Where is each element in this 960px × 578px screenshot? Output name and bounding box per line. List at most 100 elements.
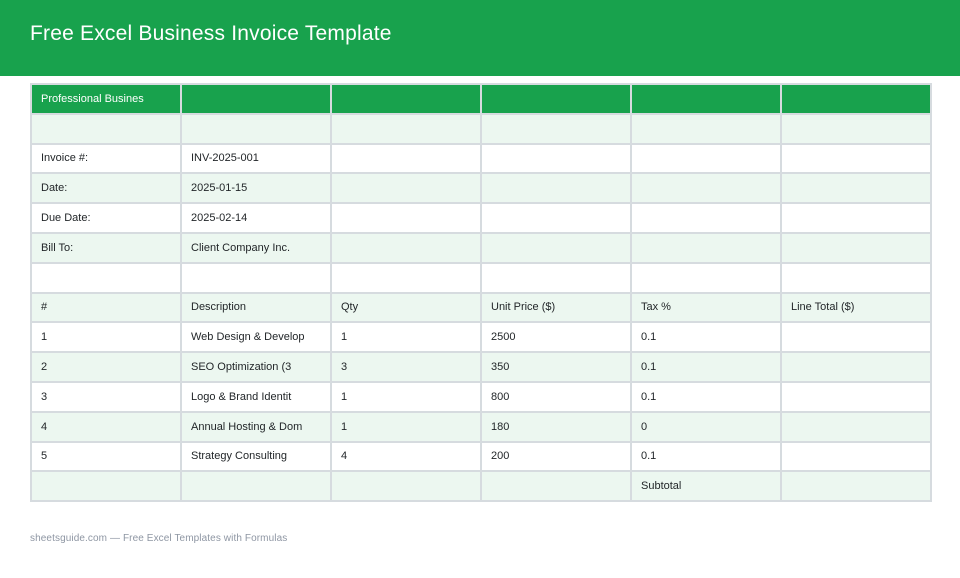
item-row: 5 Strategy Consulting 4 200 0.1	[30, 440, 932, 473]
item-row: 2 SEO Optimization (3 3 350 0.1	[30, 351, 932, 383]
table-cell: Invoice #:	[30, 142, 182, 175]
table-cell	[480, 112, 632, 145]
table-cell: 1	[330, 380, 482, 413]
table-cell	[780, 380, 932, 413]
table-cell: 1	[330, 410, 482, 443]
table-cell: 3	[330, 351, 482, 383]
table-cell: 350	[480, 351, 632, 383]
table-cell: Description	[180, 291, 332, 324]
table-cell: Logo & Brand Identit	[180, 380, 332, 413]
table-cell	[330, 142, 482, 175]
table-cell: INV-2025-001	[180, 142, 332, 175]
table-cell: Strategy Consulting	[180, 440, 332, 473]
due-date-row: Due Date: 2025-02-14	[30, 202, 932, 234]
table-cell: Professional Busines	[30, 83, 182, 115]
item-row: 4 Annual Hosting & Dom 1 180 0	[30, 410, 932, 443]
table-cell: 0	[630, 410, 782, 443]
table-cell	[480, 202, 632, 234]
table-cell: Subtotal	[630, 470, 782, 503]
table-cell: 2025-02-14	[180, 202, 332, 234]
page-title: Free Excel Business Invoice Template	[30, 22, 392, 45]
table-cell: Due Date:	[30, 202, 182, 234]
column-header-row: # Description Qty Unit Price ($) Tax % Line T…	[30, 291, 932, 324]
invoice-sheet: Professional Busines Invoice #: INV-2025-0…	[30, 83, 960, 503]
table-cell: Web Design & Develop	[180, 321, 332, 354]
table-cell	[330, 261, 482, 294]
table-cell	[180, 470, 332, 503]
table-cell	[480, 83, 632, 115]
table-cell: Bill To:	[30, 231, 182, 264]
table-cell	[630, 202, 782, 234]
table-cell: 200	[480, 440, 632, 473]
table-cell: Client Company Inc.	[180, 231, 332, 264]
table-cell: Unit Price ($)	[480, 291, 632, 324]
table-cell	[780, 172, 932, 205]
table-cell	[780, 142, 932, 175]
table-cell: 180	[480, 410, 632, 443]
table-cell	[30, 470, 182, 503]
table-cell	[630, 83, 782, 115]
table-cell: Annual Hosting & Dom	[180, 410, 332, 443]
table-cell: 3	[30, 380, 182, 413]
table-cell: SEO Optimization (3	[180, 351, 332, 383]
table-cell: 0.1	[630, 321, 782, 354]
table-cell	[780, 231, 932, 264]
table-cell	[180, 112, 332, 145]
table-cell	[480, 172, 632, 205]
table-cell: 4	[330, 440, 482, 473]
item-row: 3 Logo & Brand Identit 1 800 0.1	[30, 380, 932, 413]
spacer-row	[30, 261, 932, 294]
table-cell	[30, 112, 182, 145]
table-cell: 4	[30, 410, 182, 443]
table-cell	[330, 83, 482, 115]
invoice-table: Professional Busines Invoice #: INV-2025-0…	[30, 83, 932, 503]
table-cell	[780, 112, 932, 145]
table-cell: Tax %	[630, 291, 782, 324]
table-cell	[180, 83, 332, 115]
table-cell	[330, 470, 482, 503]
table-cell	[330, 231, 482, 264]
table-cell	[480, 470, 632, 503]
table-cell: 0.1	[630, 351, 782, 383]
table-cell: 1	[330, 321, 482, 354]
table-cell	[30, 261, 182, 294]
sheet-title-row: Professional Busines	[30, 83, 932, 115]
table-cell: 2025-01-15	[180, 172, 332, 205]
table-cell: 800	[480, 380, 632, 413]
table-cell: 0.1	[630, 440, 782, 473]
date-row: Date: 2025-01-15	[30, 172, 932, 205]
subtotal-row: Subtotal	[30, 470, 932, 503]
table-cell	[330, 172, 482, 205]
table-cell	[780, 83, 932, 115]
table-cell: Date:	[30, 172, 182, 205]
table-cell	[780, 470, 932, 503]
table-cell	[330, 202, 482, 234]
table-cell	[780, 351, 932, 383]
spacer-row	[30, 112, 932, 145]
table-cell	[480, 231, 632, 264]
table-cell	[480, 261, 632, 294]
table-cell: 2	[30, 351, 182, 383]
item-row: 1 Web Design & Develop 1 2500 0.1	[30, 321, 932, 354]
table-cell: 5	[30, 440, 182, 473]
table-cell	[330, 112, 482, 145]
table-cell	[480, 142, 632, 175]
table-cell	[780, 440, 932, 473]
table-cell: Qty	[330, 291, 482, 324]
table-cell	[780, 321, 932, 354]
invoice-number-row: Invoice #: INV-2025-001	[30, 142, 932, 175]
table-cell: Line Total ($)	[780, 291, 932, 324]
bill-to-row: Bill To: Client Company Inc.	[30, 231, 932, 264]
table-cell	[780, 410, 932, 443]
table-cell	[630, 172, 782, 205]
table-cell: #	[30, 291, 182, 324]
table-cell	[630, 142, 782, 175]
table-cell: 0.1	[630, 380, 782, 413]
table-cell	[780, 202, 932, 234]
table-cell	[780, 261, 932, 294]
table-cell: 2500	[480, 321, 632, 354]
header-banner: Free Excel Business Invoice Template	[0, 0, 960, 76]
table-cell	[630, 112, 782, 145]
table-cell	[630, 231, 782, 264]
table-cell	[630, 261, 782, 294]
